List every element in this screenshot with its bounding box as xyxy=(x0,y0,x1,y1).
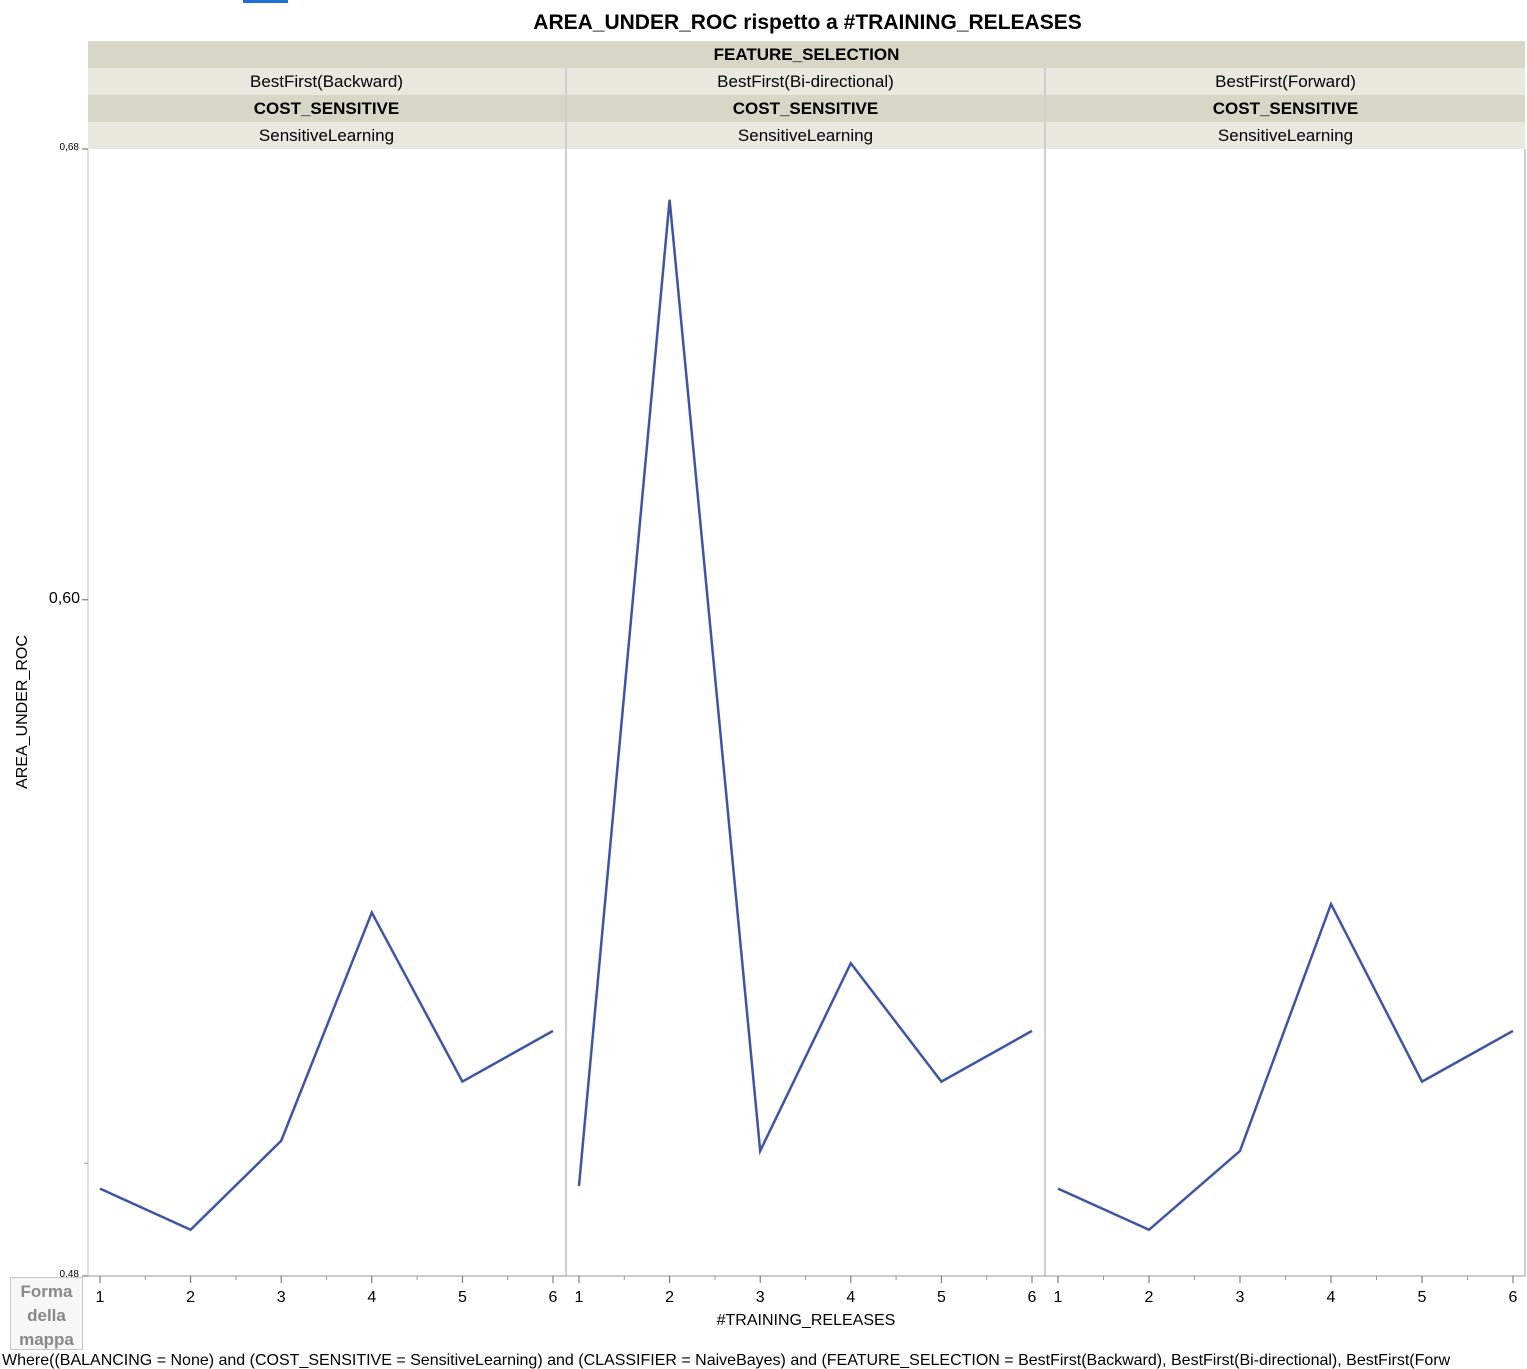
panel-cost-sensitive-header-2: COST_SENSITIVE xyxy=(567,95,1044,122)
panel-feature-selection-label-1: BestFirst(Backward) xyxy=(88,68,565,95)
x-tick-label: 5 xyxy=(1417,1289,1427,1306)
series-line-panel-3 xyxy=(1057,900,1514,1232)
panel-cost-sensitive-label-3: SensitiveLearning xyxy=(1046,122,1525,149)
x-tick-label: 4 xyxy=(1326,1289,1336,1306)
y-tick-label: 0,48 xyxy=(59,1269,79,1280)
panel-feature-selection-label-2: BestFirst(Bi-directional) xyxy=(567,68,1044,95)
panel-cost-sensitive-label-2: SensitiveLearning xyxy=(567,122,1044,149)
top-accent-bar xyxy=(243,0,288,3)
x-axis-label: #TRAINING_RELEASES xyxy=(716,1312,896,1329)
x-tick-label: 2 xyxy=(186,1289,196,1306)
x-tick-label: 3 xyxy=(1235,1289,1245,1306)
x-tick-label: 4 xyxy=(846,1289,856,1306)
series-line-panel-1 xyxy=(99,909,554,1232)
x-tick-label: 6 xyxy=(1508,1289,1518,1306)
y-tick-label: 0,60 xyxy=(48,589,80,607)
panel-cost-sensitive-header-1: COST_SENSITIVE xyxy=(88,95,565,122)
x-tick-label: 2 xyxy=(665,1289,675,1306)
panel-cost-sensitive-header-3: COST_SENSITIVE xyxy=(1046,95,1525,122)
x-tick-label: 3 xyxy=(276,1289,286,1306)
where-clause-footnote: Where((BALANCING = None) and (COST_SENSI… xyxy=(2,1352,1451,1369)
x-tick-label: 1 xyxy=(574,1289,584,1306)
outer-header-feature-selection: FEATURE_SELECTION xyxy=(88,41,1525,68)
x-tick-label: 1 xyxy=(95,1289,105,1306)
x-tick-label: 5 xyxy=(936,1289,946,1306)
panel-cost-sensitive-label-1: SensitiveLearning xyxy=(88,122,565,149)
series-line-panel-2 xyxy=(577,199,1033,1186)
x-tick-label: 4 xyxy=(367,1289,377,1306)
x-tick-label: 5 xyxy=(457,1289,467,1306)
x-tick-label: 6 xyxy=(548,1289,558,1306)
x-tick-label: 6 xyxy=(1027,1289,1037,1306)
chart-title: AREA_UNDER_ROC rispetto a #TRAINING_RELE… xyxy=(533,11,1082,34)
legend-map-shape[interactable]: Forma della mappa xyxy=(10,1277,83,1350)
x-tick-label: 2 xyxy=(1144,1289,1154,1306)
x-tick-label: 1 xyxy=(1053,1289,1063,1306)
panel-feature-selection-label-3: BestFirst(Forward) xyxy=(1046,68,1525,95)
x-tick-label: 3 xyxy=(755,1289,765,1306)
y-tick-label: 0,68 xyxy=(59,142,79,153)
